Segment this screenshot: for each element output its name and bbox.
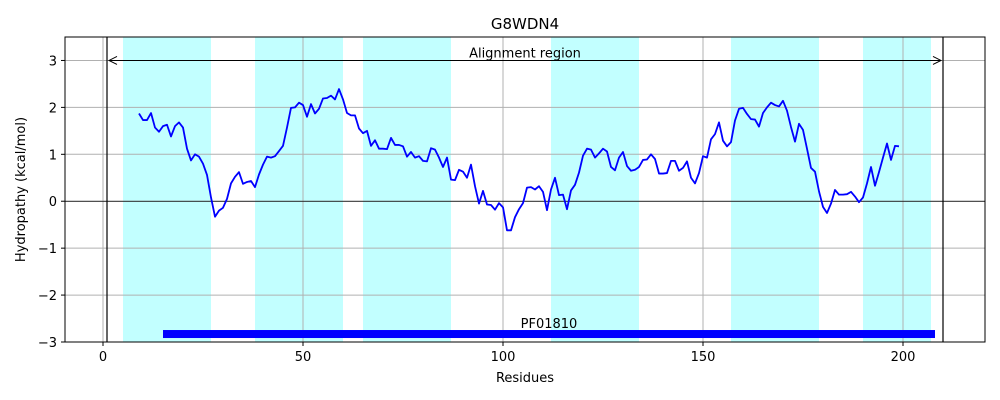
x-tick-label: 50	[295, 350, 312, 365]
y-tick-label: 2	[49, 101, 57, 116]
alignment-arrow-right-head	[932, 56, 943, 65]
y-tick-label: −2	[38, 289, 57, 304]
x-tick-label: 100	[491, 350, 516, 365]
shaded-region-5	[731, 37, 819, 342]
y-tick-label: 3	[49, 54, 57, 69]
shaded-regions	[123, 37, 931, 342]
domain-bar	[163, 330, 935, 339]
axis-ticks: 0 50 100 150 200 −3 −2 −1 0 1 2 3	[38, 54, 916, 365]
x-tick-label: 150	[691, 350, 716, 365]
y-axis-label: Hydropathy (kcal/mol)	[14, 117, 29, 262]
hydropathy-series-line	[138, 88, 900, 232]
y-tick-label: 0	[49, 195, 57, 210]
chart-title: G8WDN4	[491, 15, 559, 33]
alignment-region-label: Alignment region	[469, 46, 581, 61]
y-tick-label: 1	[49, 148, 57, 163]
domain-label: PF01810	[521, 317, 578, 332]
x-tick-label: 200	[891, 350, 916, 365]
plot-frame	[64, 36, 986, 343]
y-tick-label: −3	[38, 336, 57, 351]
shaded-region-6	[863, 37, 931, 342]
shaded-region-1	[123, 37, 211, 342]
alignment-arrow-left-head	[107, 56, 118, 65]
x-tick-label: 0	[99, 350, 107, 365]
x-axis-label: Residues	[496, 371, 554, 386]
alignment-region-markers	[106, 37, 944, 342]
shaded-region-4	[551, 37, 639, 342]
y-tick-label: −1	[38, 242, 57, 257]
shaded-region-3	[363, 37, 451, 342]
shaded-region-2	[255, 37, 343, 342]
